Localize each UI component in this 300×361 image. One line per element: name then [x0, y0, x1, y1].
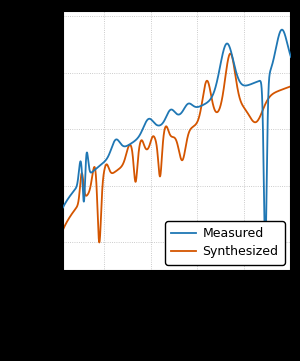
Measured [101, 161, 104, 166]
Synthesized [61, 227, 65, 232]
Synthesized [149, 140, 152, 144]
Synthesized [229, 51, 232, 56]
Synthesized [101, 182, 104, 187]
Synthesized [87, 190, 91, 194]
Measured [158, 123, 162, 127]
Measured [263, 245, 267, 249]
Measured [260, 92, 264, 96]
Line: Measured: Measured [63, 30, 291, 247]
Measured [87, 165, 91, 169]
Synthesized [98, 240, 101, 245]
Synthesized [289, 84, 293, 88]
Measured [289, 55, 293, 59]
Measured [61, 205, 65, 209]
Measured [280, 27, 284, 32]
Legend: Measured, Synthesized: Measured, Synthesized [165, 221, 285, 265]
Synthesized [159, 173, 162, 177]
Synthesized [285, 86, 289, 90]
Line: Synthesized: Synthesized [63, 53, 291, 243]
Measured [285, 39, 289, 43]
Synthesized [260, 109, 264, 114]
Measured [148, 117, 152, 121]
